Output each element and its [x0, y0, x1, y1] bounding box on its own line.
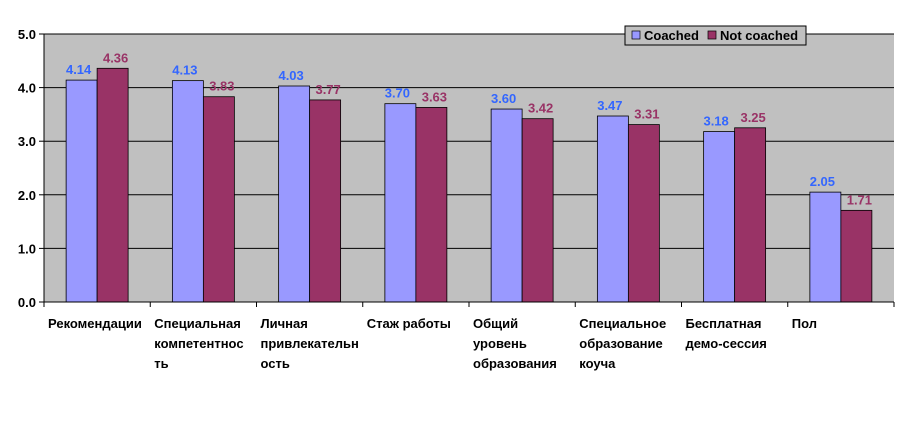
bar-not-coached	[309, 99, 342, 303]
x-tick-label-line: Общий	[473, 316, 518, 331]
x-tick-label-line: Бесплатная	[686, 316, 762, 331]
x-tick-label-line: компетентнос	[154, 336, 243, 351]
data-label: 4.13	[172, 63, 197, 78]
bar-not-coached	[627, 124, 660, 303]
data-label: 4.14	[66, 62, 92, 77]
x-tick-label: Специальное образование коуча	[579, 316, 666, 371]
x-tick-label-line: Стаж работы	[367, 316, 451, 331]
x-tick-label: Бесплатная демо-сессия	[686, 316, 767, 351]
data-labels: 4.14 4.36 4.13 3.83 4.03 3.77 3.70 3.63 3.60 3.42…	[66, 50, 872, 207]
x-tick-label-line: образования	[473, 356, 557, 371]
legend: Coached Not coached	[624, 25, 807, 46]
bar-not-coached	[415, 107, 448, 303]
bar-coached	[65, 79, 98, 303]
bar-not-coached	[734, 127, 767, 303]
legend-label-coached: Coached	[644, 28, 699, 43]
x-tick-label-line: Рекомендации	[48, 316, 142, 331]
data-label: 3.70	[385, 86, 410, 101]
legend-label-not-coached: Not coached	[720, 28, 798, 43]
data-label: 4.03	[278, 68, 303, 83]
y-tick-label: 2.0	[18, 188, 36, 203]
x-tick-label: Специальная компетентнос ть	[154, 316, 243, 371]
x-tick-label-line: уровень	[473, 336, 527, 351]
x-tick-label: Личная привлекательн ость	[261, 316, 359, 371]
data-label: 3.77	[315, 82, 340, 97]
bar-coached	[809, 191, 842, 303]
data-label: 2.05	[810, 174, 835, 189]
x-axis: Рекомендации Специальная компетентнос ть Лич…	[43, 302, 895, 371]
data-label: 1.71	[847, 192, 872, 207]
data-label: 3.31	[634, 107, 659, 122]
x-tick-label: Рекомендации	[48, 316, 142, 331]
y-tick-label: 1.0	[18, 241, 36, 256]
bars	[65, 67, 873, 303]
bar-not-coached	[521, 118, 554, 303]
x-tick-label-line: коуча	[579, 356, 616, 371]
x-tick-label: Пол	[792, 316, 817, 331]
bar-coached	[278, 85, 311, 303]
y-tick-label: 4.0	[18, 81, 36, 96]
bar-coached	[490, 108, 523, 303]
x-tick-label-line: привлекательн	[261, 336, 359, 351]
data-label: 3.42	[528, 101, 553, 116]
data-label: 3.60	[491, 91, 516, 106]
x-tick-label-line: Специальная	[154, 316, 241, 331]
data-label: 4.36	[103, 50, 128, 65]
data-label: 3.47	[597, 98, 622, 113]
y-tick-label: 3.0	[18, 134, 36, 149]
bar-not-coached	[840, 209, 873, 303]
y-tick-label: 5.0	[18, 27, 36, 42]
bar-coached	[171, 80, 204, 303]
x-tick-label-line: образование	[579, 336, 663, 351]
bar-not-coached	[202, 96, 235, 303]
x-tick-label: Общий уровень образования	[473, 316, 557, 371]
bar-coached	[703, 131, 736, 303]
bar-coached	[596, 115, 629, 303]
x-tick-label-line: ость	[261, 356, 290, 371]
x-tick-label-line: демо-сессия	[686, 336, 767, 351]
data-label: 3.83	[209, 79, 234, 94]
data-label: 3.18	[703, 114, 728, 129]
x-tick-label-line: ть	[154, 356, 168, 371]
data-label: 3.63	[422, 89, 447, 104]
x-tick-label-line: Пол	[792, 316, 817, 331]
legend-swatch-not-coached	[707, 30, 717, 40]
legend-swatch-coached	[631, 30, 641, 40]
bar-coached	[384, 103, 417, 303]
x-tick-label-line: Специальное	[579, 316, 666, 331]
y-axis: 0.0 1.0 2.0 3.0 4.0 5.0	[18, 27, 44, 310]
y-tick-label: 0.0	[18, 295, 36, 310]
x-tick-label-line: Личная	[261, 316, 308, 331]
bar-not-coached	[96, 67, 129, 303]
data-label: 3.25	[740, 110, 765, 125]
x-tick-label: Стаж работы	[367, 316, 451, 331]
